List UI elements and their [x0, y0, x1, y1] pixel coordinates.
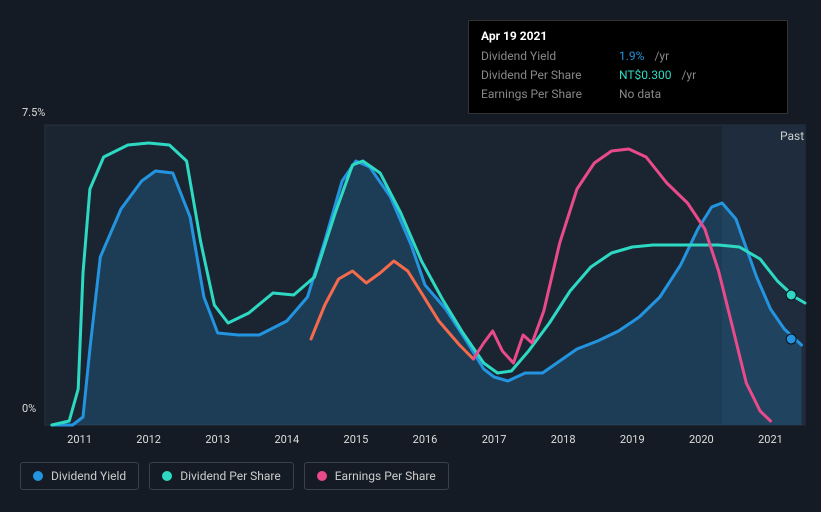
legend-dot-icon — [317, 471, 327, 481]
chart-tooltip: Apr 19 2021 Dividend Yield1.9%/yrDividen… — [468, 20, 788, 114]
tooltip-row: Earnings Per Share No data — [481, 85, 775, 104]
x-tick-label: 2018 — [551, 433, 576, 446]
legend-dividend-yield[interactable]: Dividend Yield — [20, 462, 139, 490]
x-tick-label: 2013 — [205, 433, 230, 446]
tooltip-date: Apr 19 2021 — [481, 29, 775, 43]
y-tick-max: 7.5% — [22, 106, 45, 119]
tooltip-row-label: Dividend Yield — [481, 47, 611, 66]
legend-earnings-per-share[interactable]: Earnings Per Share — [304, 462, 449, 490]
tooltip-row-value: No data — [619, 85, 661, 104]
x-tick-label: 2021 — [758, 433, 783, 446]
tooltip-row: Dividend Yield 1.9% /yr — [481, 47, 775, 66]
tooltip-row-value: NT$0.300 — [619, 66, 671, 85]
legend-dividend-per-share[interactable]: Dividend Per Share — [149, 462, 294, 490]
x-tick-label: 2012 — [136, 433, 161, 446]
legend-label: Earnings Per Share — [335, 469, 436, 483]
tooltip-row-label: Dividend Per Share — [481, 66, 611, 85]
x-tick-label: 2019 — [620, 433, 645, 446]
legend-label: Dividend Per Share — [180, 469, 281, 483]
tooltip-row-value: 1.9% — [619, 47, 644, 66]
tooltip-row: Dividend Per Share NT$0.300/yr — [481, 66, 775, 85]
legend-dot-icon — [162, 471, 172, 481]
y-tick-min: 0% — [22, 402, 36, 415]
tooltip-row-label: Earnings Per Share — [481, 85, 611, 104]
x-tick-label: 2011 — [67, 433, 92, 446]
legend-dot-icon — [33, 471, 43, 481]
x-tick-label: 2016 — [413, 433, 438, 446]
tooltip-row-unit: /yr — [654, 47, 669, 66]
x-tick-label: 2017 — [482, 433, 507, 446]
x-tick-label: 2020 — [689, 433, 714, 446]
tooltip-row-unit: /yr — [681, 66, 696, 85]
legend-label: Dividend Yield — [51, 469, 126, 483]
x-tick-label: 2015 — [344, 433, 369, 446]
x-tick-label: 2014 — [274, 433, 299, 446]
past-label: Past — [780, 129, 804, 143]
chart-legend: Dividend Yield Dividend Per Share Earnin… — [20, 462, 449, 490]
